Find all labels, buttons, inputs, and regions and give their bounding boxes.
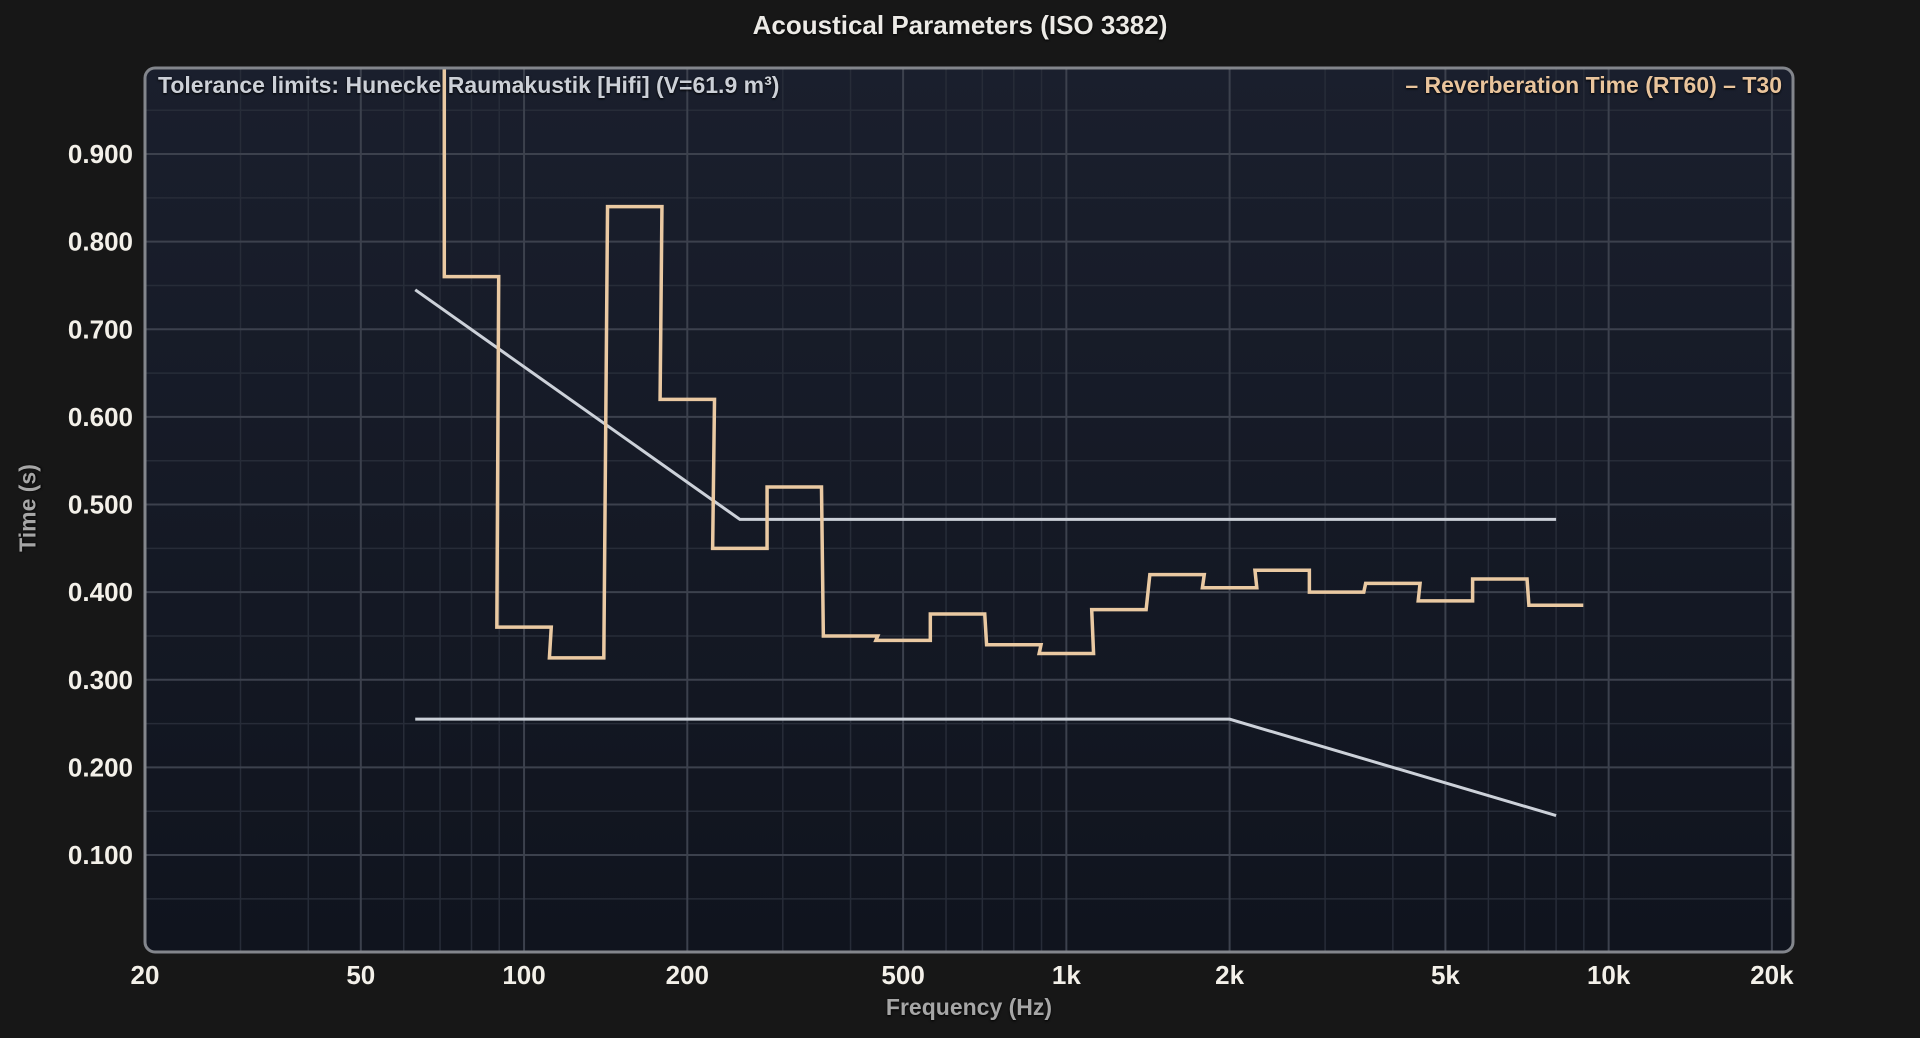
y-tick-label: 0.400 [68,577,133,607]
y-tick-label: 0.300 [68,665,133,695]
legend-rt60-t30: – Reverberation Time (RT60) – T30 [1405,72,1782,98]
plot-frame [143,66,1795,954]
tolerance-lower-line [415,717,1557,818]
y-axis-label: Time (s) [14,464,41,552]
tolerance-annotation: Tolerance limits: Hunecke Raumakustik [H… [158,72,780,98]
x-tick-label: 500 [881,960,924,990]
y-tick-label: 0.500 [68,490,133,520]
x-tick-label: 10k [1587,960,1631,990]
tolerance-upper-line [414,288,1557,521]
x-tick-label: 2k [1215,960,1244,990]
x-tick-labels: 20 50 100 200 500 1k 2k 5k 10k 20k [131,960,1795,990]
y-tick-label: 0.900 [68,139,133,169]
y-tick-label: 0.600 [68,402,133,432]
x-tick-label: 20 [131,960,160,990]
x-tick-label: 100 [502,960,545,990]
y-tick-labels: 0.100 0.200 0.300 0.400 0.500 0.600 0.700 0.800… [68,139,133,870]
grid-minor [145,68,1793,952]
y-tick-label: 0.800 [68,227,133,257]
plot-background [145,68,1793,952]
y-tick-label: 0.100 [68,840,133,870]
y-tick-label: 0.200 [68,752,133,782]
x-tick-label: 200 [666,960,709,990]
x-tick-label: 5k [1431,960,1460,990]
grid-major [145,68,1793,952]
plot-inner [145,68,1793,952]
x-tick-label: 1k [1052,960,1081,990]
rt60-t30-curve [442,68,1584,660]
x-tick-label: 50 [346,960,375,990]
y-tick-label: 0.700 [68,314,133,344]
x-tick-label: 20k [1750,960,1794,990]
x-axis-label: Frequency (Hz) [885,994,1053,1020]
chart-title: Acoustical Parameters (ISO 3382) [752,10,1168,40]
